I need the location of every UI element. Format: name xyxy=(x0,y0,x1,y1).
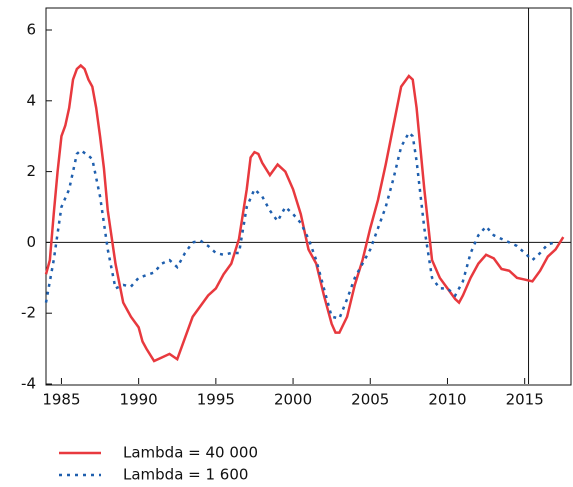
x-tick-label: 1985 xyxy=(42,391,80,409)
plot-frame xyxy=(45,7,572,386)
x-tick-label: 2010 xyxy=(428,391,466,409)
legend-label: Lambda = 1 600 xyxy=(123,466,248,484)
x-tick-label: 1990 xyxy=(120,391,158,409)
y-tick-label: -2 xyxy=(21,304,36,322)
x-tick-label: 2005 xyxy=(351,391,389,409)
x-tick-label: 1995 xyxy=(197,391,235,409)
series-line xyxy=(44,130,556,320)
y-tick-label: 6 xyxy=(26,21,36,39)
y-tick-label: 0 xyxy=(26,233,36,251)
y-tick-label: 2 xyxy=(26,162,36,180)
x-tick-label: 2015 xyxy=(506,391,544,409)
legend-label: Lambda = 40 000 xyxy=(123,444,258,462)
series-line xyxy=(44,63,565,363)
y-tick-label: 4 xyxy=(26,91,36,109)
y-tick-label: -4 xyxy=(21,375,36,393)
x-tick-label: 2000 xyxy=(274,391,312,409)
